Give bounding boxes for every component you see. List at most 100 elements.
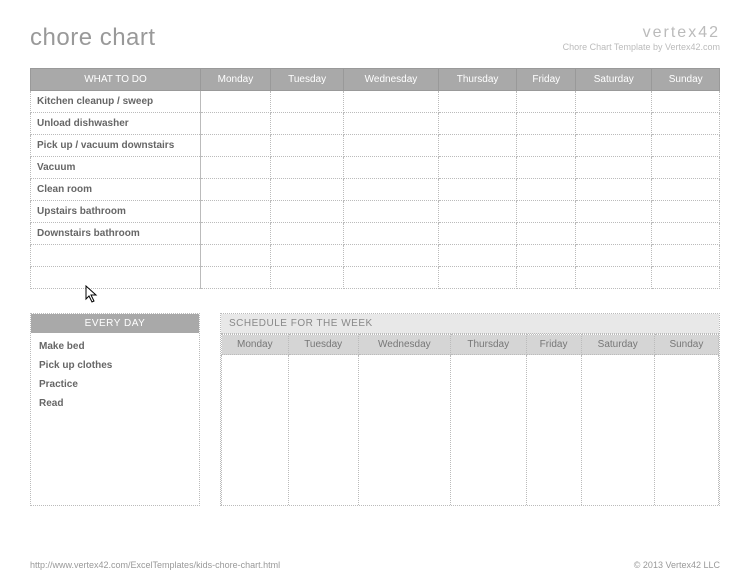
- chore-cell[interactable]: [270, 157, 343, 179]
- chore-cell[interactable]: [576, 245, 652, 267]
- chore-cell[interactable]: [201, 157, 271, 179]
- chore-cell[interactable]: [438, 223, 517, 245]
- chore-cell[interactable]: [438, 267, 517, 289]
- col-header-day: Monday: [201, 69, 271, 91]
- schedule-table: MondayTuesdayWednesdayThursdayFridaySatu…: [221, 334, 719, 505]
- col-header-day: Wednesday: [344, 69, 438, 91]
- task-label: [31, 267, 201, 289]
- schedule-cell[interactable]: [358, 355, 450, 505]
- task-label: Pick up / vacuum downstairs: [31, 135, 201, 157]
- schedule-cell[interactable]: [288, 355, 358, 505]
- chore-cell[interactable]: [201, 113, 271, 135]
- everyday-item: Read: [31, 394, 199, 413]
- chore-cell[interactable]: [438, 113, 517, 135]
- chore-cell[interactable]: [517, 91, 576, 113]
- chore-cell[interactable]: [270, 245, 343, 267]
- chore-cell[interactable]: [517, 267, 576, 289]
- schedule-cell[interactable]: [581, 355, 654, 505]
- task-label: Upstairs bathroom: [31, 201, 201, 223]
- chore-cell[interactable]: [201, 245, 271, 267]
- chore-cell[interactable]: [517, 157, 576, 179]
- chore-cell[interactable]: [438, 91, 517, 113]
- schedule-header: SCHEDULE FOR THE WEEK: [221, 314, 719, 334]
- chore-cell[interactable]: [344, 223, 438, 245]
- chore-cell[interactable]: [652, 201, 720, 223]
- chore-cell[interactable]: [576, 267, 652, 289]
- everyday-header: EVERY DAY: [31, 314, 199, 333]
- task-label: Clean room: [31, 179, 201, 201]
- chore-cell[interactable]: [576, 135, 652, 157]
- everyday-panel: EVERY DAY Make bedPick up clothesPractic…: [30, 313, 200, 506]
- everyday-item: Make bed: [31, 337, 199, 356]
- chore-cell[interactable]: [652, 157, 720, 179]
- chore-cell[interactable]: [652, 179, 720, 201]
- schedule-cell[interactable]: [654, 355, 718, 505]
- schedule-panel: SCHEDULE FOR THE WEEK MondayTuesdayWedne…: [220, 313, 720, 506]
- chore-cell[interactable]: [201, 135, 271, 157]
- chore-cell[interactable]: [652, 113, 720, 135]
- table-row: Vacuum: [31, 157, 720, 179]
- chore-cell[interactable]: [270, 267, 343, 289]
- chore-cell[interactable]: [576, 223, 652, 245]
- chore-cell[interactable]: [201, 223, 271, 245]
- col-header-what: WHAT TO DO: [31, 69, 201, 91]
- brand-block: vertex42 Chore Chart Template by Vertex4…: [563, 24, 720, 52]
- chore-cell[interactable]: [270, 113, 343, 135]
- chore-cell[interactable]: [517, 223, 576, 245]
- chore-cell[interactable]: [344, 91, 438, 113]
- chore-cell[interactable]: [517, 245, 576, 267]
- chore-cell[interactable]: [438, 157, 517, 179]
- table-row: [31, 267, 720, 289]
- schedule-cell[interactable]: [450, 355, 526, 505]
- chore-table: WHAT TO DOMondayTuesdayWednesdayThursday…: [30, 68, 720, 289]
- schedule-cell[interactable]: [526, 355, 581, 505]
- chore-cell[interactable]: [517, 201, 576, 223]
- chore-cell[interactable]: [270, 91, 343, 113]
- chore-cell[interactable]: [576, 91, 652, 113]
- chore-cell[interactable]: [517, 113, 576, 135]
- chore-cell[interactable]: [517, 179, 576, 201]
- schedule-day-header: Tuesday: [288, 335, 358, 355]
- schedule-cell[interactable]: [222, 355, 289, 505]
- chore-cell[interactable]: [270, 223, 343, 245]
- chore-cell[interactable]: [652, 267, 720, 289]
- chore-cell[interactable]: [576, 157, 652, 179]
- chore-cell[interactable]: [576, 201, 652, 223]
- chore-cell[interactable]: [652, 245, 720, 267]
- chore-cell[interactable]: [438, 201, 517, 223]
- chore-cell[interactable]: [652, 223, 720, 245]
- chore-cell[interactable]: [438, 245, 517, 267]
- chore-cell[interactable]: [344, 179, 438, 201]
- table-row: Downstairs bathroom: [31, 223, 720, 245]
- chore-cell[interactable]: [344, 245, 438, 267]
- chore-cell[interactable]: [344, 201, 438, 223]
- col-header-day: Saturday: [576, 69, 652, 91]
- schedule-day-header: Saturday: [581, 335, 654, 355]
- chore-cell[interactable]: [270, 135, 343, 157]
- chore-cell[interactable]: [344, 135, 438, 157]
- chore-cell[interactable]: [576, 113, 652, 135]
- chore-cell[interactable]: [201, 91, 271, 113]
- chore-cell[interactable]: [270, 179, 343, 201]
- chore-cell[interactable]: [201, 201, 271, 223]
- chore-cell[interactable]: [438, 179, 517, 201]
- chore-cell[interactable]: [576, 179, 652, 201]
- col-header-day: Friday: [517, 69, 576, 91]
- chore-cell[interactable]: [517, 135, 576, 157]
- table-row: Upstairs bathroom: [31, 201, 720, 223]
- chore-cell[interactable]: [652, 135, 720, 157]
- everyday-item: Pick up clothes: [31, 356, 199, 375]
- task-label: Downstairs bathroom: [31, 223, 201, 245]
- task-label: Unload dishwasher: [31, 113, 201, 135]
- chore-cell[interactable]: [344, 267, 438, 289]
- chore-cell[interactable]: [201, 267, 271, 289]
- chore-cell[interactable]: [201, 179, 271, 201]
- schedule-day-header: Friday: [526, 335, 581, 355]
- chore-cell[interactable]: [344, 113, 438, 135]
- table-row: Pick up / vacuum downstairs: [31, 135, 720, 157]
- chore-cell[interactable]: [270, 201, 343, 223]
- table-row: Kitchen cleanup / sweep: [31, 91, 720, 113]
- chore-cell[interactable]: [652, 91, 720, 113]
- chore-cell[interactable]: [344, 157, 438, 179]
- chore-cell[interactable]: [438, 135, 517, 157]
